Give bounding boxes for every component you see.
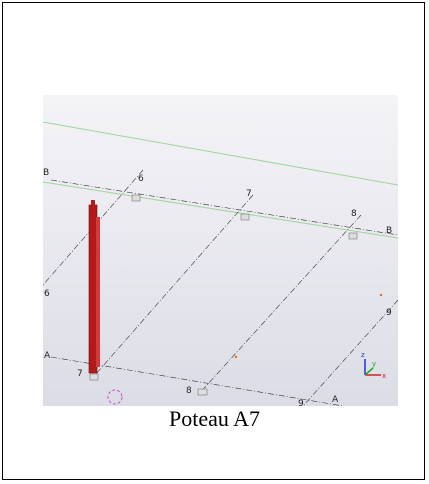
caption: Poteau A7 [0, 406, 429, 432]
view-label: A [44, 351, 51, 361]
view-label: 6 [138, 174, 144, 184]
view-label: 6 [44, 289, 50, 299]
view-label: 8 [351, 209, 357, 219]
view-label: 9 [298, 399, 304, 406]
view-label: y [372, 360, 376, 368]
view-label: 8 [186, 386, 192, 396]
model-view: B 6 7 8 B 6 A 7 8 9 A 9 zyx [43, 95, 398, 406]
view-label: 7 [77, 369, 83, 379]
view-label: 9 [386, 308, 392, 318]
view-label: x [382, 372, 386, 380]
view-label: B [43, 168, 49, 178]
view-label: A [332, 395, 339, 405]
view-label: z [361, 351, 365, 359]
view-label: 7 [246, 189, 252, 199]
view-label: B [386, 226, 392, 236]
